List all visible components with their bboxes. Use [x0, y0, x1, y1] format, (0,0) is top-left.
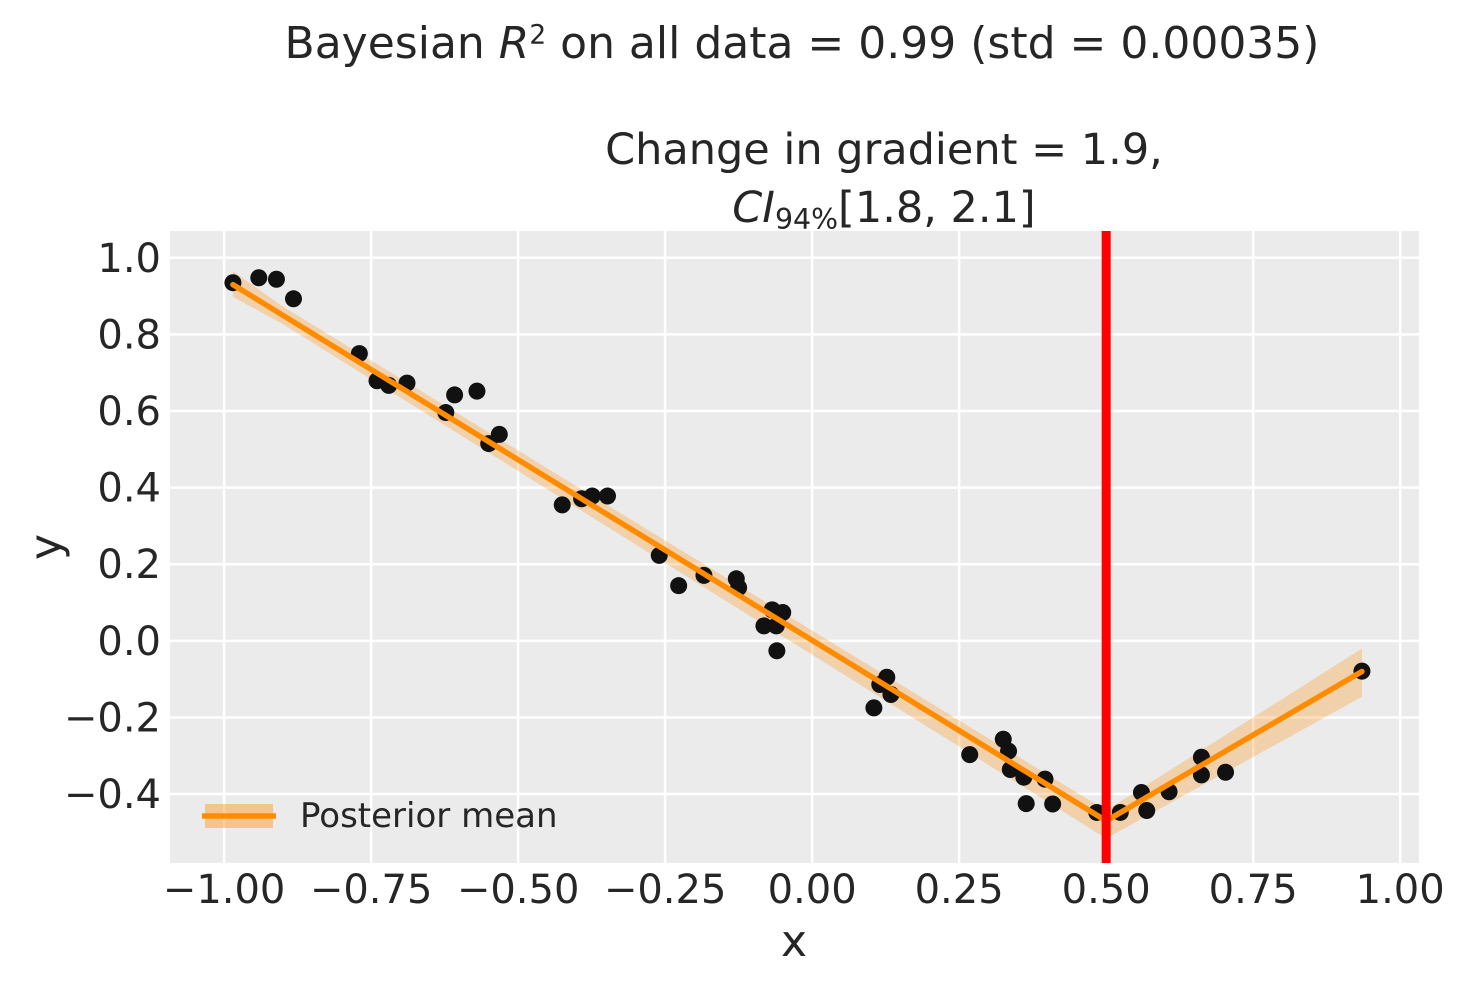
y-tick-label: 0.2	[97, 542, 161, 588]
data-point	[490, 425, 508, 443]
x-tick-label: −1.00	[163, 867, 286, 913]
data-point	[961, 746, 979, 764]
x-tick-label: −0.75	[310, 867, 433, 913]
y-tick-label: −0.2	[64, 695, 161, 741]
data-point	[1138, 802, 1156, 820]
data-point	[1044, 795, 1062, 813]
data-point	[755, 617, 773, 635]
data-point	[284, 290, 302, 308]
y-tick-label: 0.8	[97, 312, 161, 358]
data-point	[768, 642, 786, 660]
ci-interval: [1.8, 2.1]	[838, 183, 1036, 234]
data-point	[865, 699, 883, 717]
subtitle-line2: CI94%[1.8, 2.1]	[605, 179, 1163, 240]
title-suffix: on all data = 0.99 (std = 0.00035)	[546, 18, 1320, 69]
y-tick-label: 0.4	[97, 466, 161, 512]
chart-title: Bayesian R2 on all data = 0.99 (std = 0.…	[285, 18, 1320, 69]
y-tick-label: −0.4	[64, 772, 161, 818]
ci-subscript: 94%	[774, 203, 839, 237]
x-tick-label: 0.50	[1062, 867, 1151, 913]
title-variable: R	[498, 18, 530, 69]
title-superscript: 2	[529, 19, 547, 51]
data-point	[1217, 763, 1235, 781]
chart-subtitle: Change in gradient = 1.9, CI94%[1.8, 2.1…	[605, 121, 1163, 240]
x-tick-label: −0.50	[457, 867, 580, 913]
x-tick-label: −0.25	[604, 867, 727, 913]
data-point	[599, 487, 617, 505]
y-tick-label: 1.0	[97, 236, 161, 282]
data-point	[250, 269, 268, 287]
ci-symbol: CI	[732, 183, 775, 234]
data-point	[1017, 795, 1035, 813]
y-tick-label: 0.6	[97, 389, 161, 435]
x-tick-label: 0.00	[768, 867, 857, 913]
subtitle-line1: Change in gradient = 1.9,	[605, 125, 1163, 175]
x-axis-label: x	[780, 916, 808, 967]
data-point	[553, 496, 571, 514]
y-axis-label: y	[20, 533, 72, 561]
legend-label: Posterior mean	[300, 796, 558, 836]
data-point	[468, 382, 486, 400]
x-tick-label: 0.25	[915, 867, 1004, 913]
data-point	[670, 577, 688, 595]
data-point	[446, 386, 464, 404]
title-text: Bayesian	[284, 18, 499, 69]
x-tick-label: 0.75	[1209, 867, 1298, 913]
y-tick-label: 0.0	[97, 619, 161, 665]
x-tick-label: 1.00	[1356, 867, 1445, 913]
data-point	[267, 270, 285, 288]
